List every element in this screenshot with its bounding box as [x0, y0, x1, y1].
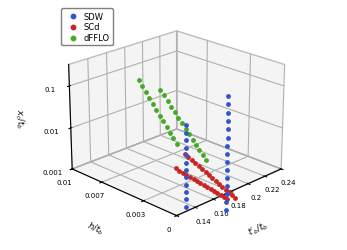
X-axis label: $t'_b/t_b$: $t'_b/t_b$: [246, 218, 270, 238]
Y-axis label: $h/t_b$: $h/t_b$: [85, 219, 105, 237]
Legend: SDW, SCd, dFFLO: SDW, SCd, dFFLO: [61, 9, 113, 46]
